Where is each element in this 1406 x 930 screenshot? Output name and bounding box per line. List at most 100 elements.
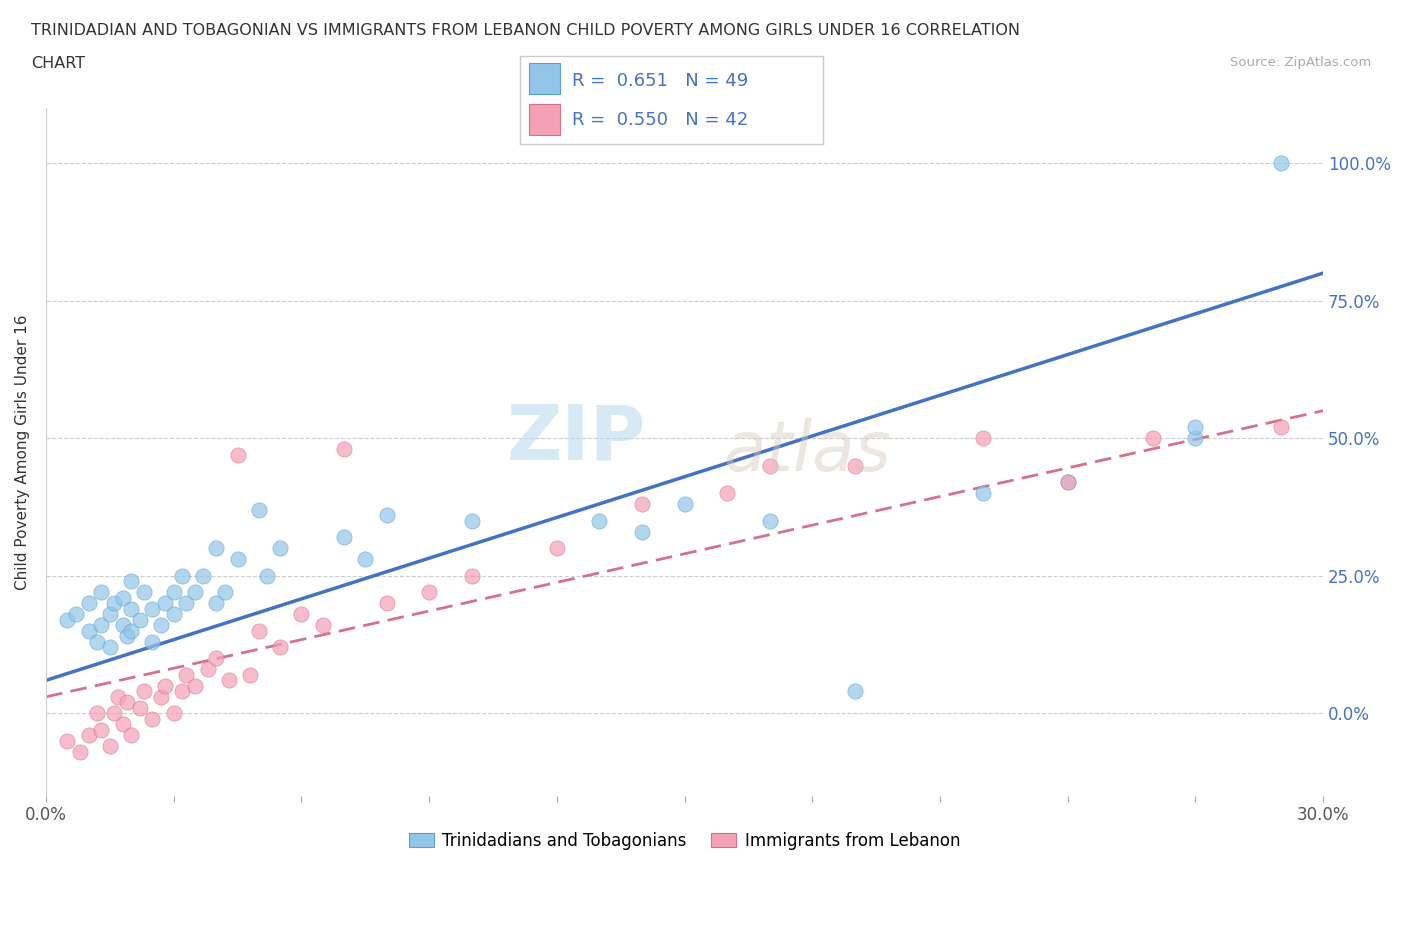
- Point: [354, 551, 377, 566]
- Point: [460, 568, 482, 583]
- Point: [141, 711, 163, 726]
- Point: [247, 502, 270, 517]
- Text: CHART: CHART: [31, 56, 84, 71]
- Point: [90, 585, 112, 600]
- Point: [56, 612, 79, 627]
- Point: [111, 591, 134, 605]
- Point: [312, 618, 335, 632]
- Point: [673, 497, 696, 512]
- Point: [98, 739, 121, 754]
- Point: [86, 634, 108, 649]
- Point: [205, 541, 228, 556]
- Point: [269, 640, 291, 655]
- Point: [128, 700, 150, 715]
- Point: [163, 607, 186, 622]
- Point: [197, 662, 219, 677]
- Point: [218, 673, 240, 688]
- Point: [107, 689, 129, 704]
- Point: [1056, 475, 1078, 490]
- Point: [588, 513, 610, 528]
- Point: [103, 596, 125, 611]
- Point: [172, 684, 194, 698]
- Point: [98, 607, 121, 622]
- Point: [418, 585, 440, 600]
- Text: Source: ZipAtlas.com: Source: ZipAtlas.com: [1230, 56, 1371, 69]
- Legend: Trinidadians and Tobagonians, Immigrants from Lebanon: Trinidadians and Tobagonians, Immigrants…: [402, 825, 967, 857]
- Point: [972, 431, 994, 445]
- Point: [77, 623, 100, 638]
- Point: [205, 596, 228, 611]
- Point: [90, 723, 112, 737]
- Point: [631, 525, 654, 539]
- Point: [716, 485, 738, 500]
- Text: R =  0.550   N = 42: R = 0.550 N = 42: [572, 112, 748, 129]
- Point: [333, 442, 356, 457]
- Text: R =  0.651   N = 49: R = 0.651 N = 49: [572, 72, 748, 89]
- Point: [172, 568, 194, 583]
- Point: [77, 596, 100, 611]
- Point: [226, 551, 249, 566]
- Point: [184, 678, 207, 693]
- Point: [90, 618, 112, 632]
- Text: TRINIDADIAN AND TOBAGONIAN VS IMMIGRANTS FROM LEBANON CHILD POVERTY AMONG GIRLS : TRINIDADIAN AND TOBAGONIAN VS IMMIGRANTS…: [31, 23, 1019, 38]
- Point: [176, 668, 198, 683]
- Point: [115, 695, 138, 710]
- Point: [375, 596, 398, 611]
- Point: [176, 596, 198, 611]
- Point: [141, 634, 163, 649]
- Point: [111, 717, 134, 732]
- Point: [132, 684, 155, 698]
- Point: [120, 602, 142, 617]
- Point: [98, 640, 121, 655]
- Point: [120, 574, 142, 589]
- Bar: [529, 104, 560, 136]
- Point: [1184, 419, 1206, 434]
- Point: [1270, 419, 1292, 434]
- Point: [239, 668, 262, 683]
- Point: [758, 513, 780, 528]
- Point: [115, 629, 138, 644]
- Point: [1270, 155, 1292, 170]
- Point: [269, 541, 291, 556]
- Point: [1142, 431, 1164, 445]
- Point: [214, 585, 236, 600]
- Text: ZIP: ZIP: [506, 401, 647, 475]
- Point: [103, 706, 125, 721]
- Point: [56, 734, 79, 749]
- Point: [844, 684, 866, 698]
- Point: [546, 541, 568, 556]
- Point: [247, 623, 270, 638]
- Point: [163, 585, 186, 600]
- Point: [141, 602, 163, 617]
- Bar: [529, 63, 560, 94]
- Point: [226, 447, 249, 462]
- Point: [460, 513, 482, 528]
- Point: [65, 607, 87, 622]
- Point: [77, 728, 100, 743]
- Point: [153, 596, 176, 611]
- Point: [184, 585, 207, 600]
- Y-axis label: Child Poverty Among Girls Under 16: Child Poverty Among Girls Under 16: [15, 314, 30, 590]
- Point: [128, 612, 150, 627]
- Point: [86, 706, 108, 721]
- Point: [193, 568, 215, 583]
- Point: [163, 706, 186, 721]
- Point: [69, 744, 91, 759]
- Point: [256, 568, 278, 583]
- Point: [149, 618, 172, 632]
- Point: [120, 728, 142, 743]
- Text: atlas: atlas: [723, 418, 891, 485]
- Point: [205, 651, 228, 666]
- Point: [1184, 431, 1206, 445]
- Point: [631, 497, 654, 512]
- Point: [111, 618, 134, 632]
- Point: [153, 678, 176, 693]
- Point: [333, 530, 356, 545]
- Point: [149, 689, 172, 704]
- Point: [375, 508, 398, 523]
- Point: [844, 458, 866, 473]
- Point: [290, 607, 312, 622]
- Point: [758, 458, 780, 473]
- Point: [972, 485, 994, 500]
- Point: [1056, 475, 1078, 490]
